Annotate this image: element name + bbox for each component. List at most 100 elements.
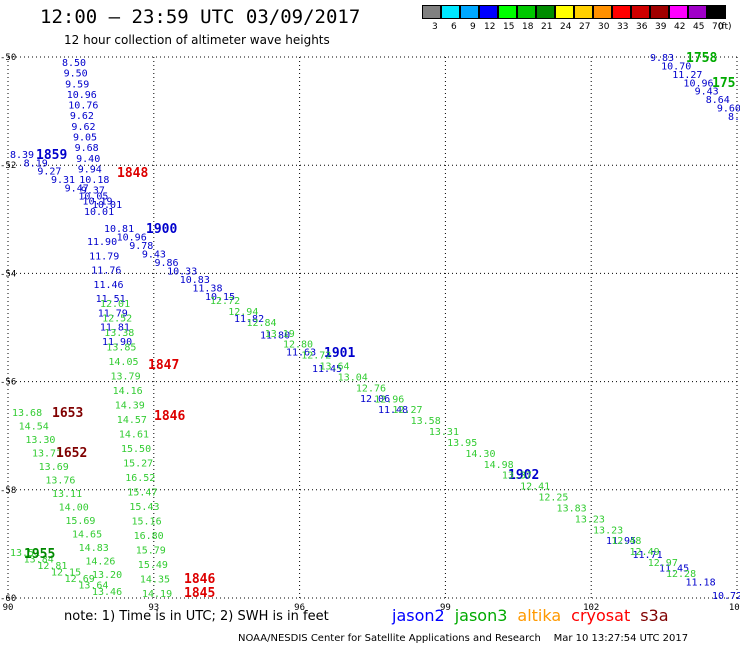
swh-label: 13.64 (78, 581, 108, 592)
swh-label: 13.83 (557, 503, 587, 514)
swh-label: 13.04 (338, 372, 368, 383)
swh-label: 10.15 (205, 292, 235, 303)
legend-label: 33 (617, 22, 629, 32)
swh-label: 10.96 (117, 233, 147, 244)
swh-label: 9.31 (51, 175, 75, 186)
legend-label: 21 (541, 22, 553, 32)
swh-label: 10.01 (84, 207, 114, 218)
swh-label: 9.60 (717, 104, 740, 115)
satellite-key: jason2 jason3 altika cryosat s3a (392, 606, 679, 625)
swh-label: 13.38 (104, 328, 134, 339)
swh-label: 10.70 (661, 61, 691, 72)
legend-label: 15 (503, 22, 515, 32)
swh-label: 13.85 (106, 343, 136, 354)
swh-label: 14.54 (19, 422, 49, 433)
satellite-jason3: jason3 (454, 606, 508, 625)
swh-label: 13.79 (111, 372, 141, 383)
legend-swatch (479, 5, 498, 19)
swh-label: 15.50 (121, 444, 151, 455)
swh-label: 13.30 (25, 435, 55, 446)
legend-swatch (517, 5, 536, 19)
swh-label: 16.80 (134, 531, 164, 542)
swh-label: 11.81 (100, 323, 130, 334)
swh-label: 14.19 (142, 589, 172, 600)
swh-label: 13.84 (24, 555, 54, 566)
swh-label: 11.79 (98, 308, 128, 319)
x-tick-label: 99 (440, 603, 451, 613)
swh-label: 11.95 (606, 536, 636, 547)
track-time-label: 1901 (324, 346, 355, 361)
legend-label: 39 (655, 22, 667, 32)
swh-label: 13.95 (447, 438, 477, 449)
track-time-label: 1955 (24, 547, 55, 562)
swh-label: 15.47 (127, 488, 157, 499)
swh-label: 11.80 (260, 331, 290, 342)
swh-label: 14.16 (113, 386, 143, 397)
track-time-label: 1845 (184, 586, 215, 601)
swh-label: 15.69 (65, 516, 95, 527)
legend-swatch (555, 5, 574, 19)
swh-label: 10.96 (67, 90, 97, 101)
swh-label: 12.94 (228, 307, 258, 318)
swh-label: 14.35 (140, 575, 170, 586)
swh-label: 12.25 (538, 493, 568, 504)
swh-label: 12.52 (102, 314, 132, 325)
swh-label: 9.37 (81, 186, 105, 197)
swh-label: 8.64 (706, 95, 730, 106)
swh-label: 13.68 (12, 408, 42, 419)
swh-label: 13.69 (39, 462, 69, 473)
swh-label: 10.81 (104, 224, 134, 235)
swh-label: 13.23 (575, 514, 605, 525)
satellite-cryosat: cryosat (571, 606, 631, 625)
swh-label: 14.05 (108, 357, 138, 368)
swh-label: 11.71 (633, 550, 663, 561)
legend-swatch (707, 5, 726, 19)
legend-label: 9 (470, 22, 476, 32)
credit-line: NOAA/NESDIS Center for Satellite Applica… (238, 633, 689, 644)
swh-label: 11.82 (234, 314, 264, 325)
swh-label: 14.00 (59, 503, 89, 514)
swh-label: 14.39 (115, 401, 145, 412)
swh-label: 11.45 (312, 364, 342, 375)
swh-label: 11.90 (102, 337, 132, 348)
swh-label: 15.79 (136, 546, 166, 557)
legend-swatch (422, 5, 441, 19)
swh-label: 12.15 (51, 568, 81, 579)
swh-label: 10.05 (78, 192, 108, 203)
swh-label: 12.81 (37, 561, 67, 572)
swh-label: 12.84 (246, 318, 276, 329)
legend-label: 12 (484, 22, 496, 32)
swh-label: 13.58 (411, 416, 441, 427)
map-title: 12:00 – 23:59 UTC 03/09/2017 (40, 6, 361, 28)
legend-label: (ft) (718, 22, 732, 32)
legend-swatch (441, 5, 460, 19)
swh-label: 10.76 (68, 101, 98, 112)
satellite-s3a: s3a (640, 606, 669, 625)
swh-label: 9.27 (37, 167, 61, 178)
swh-label: 11.63 (286, 347, 316, 358)
swh-label: 11.90 (87, 237, 117, 248)
swh-label: 12.72 (210, 296, 240, 307)
swh-label: 11.18 (686, 577, 716, 588)
legend-swatch (631, 5, 650, 19)
swh-label: 12.76 (356, 383, 386, 394)
track-time-label: 1846 (154, 409, 185, 424)
swh-label: 9.94 (78, 164, 102, 175)
swh-label: 13.71 (32, 449, 62, 460)
swh-label: 8.25 (728, 112, 740, 123)
swh-label: 9.05 (73, 133, 97, 144)
x-tick-label: 90 (3, 603, 14, 613)
swh-label: 11.79 (89, 251, 119, 262)
swh-label: 13.46 (92, 587, 122, 598)
y-tick-label: -54 (0, 269, 16, 279)
x-tick-label: 96 (294, 603, 305, 613)
swh-label: 13.51 (10, 548, 40, 559)
y-tick-label: -50 (0, 53, 16, 63)
swh-label: 9.47 (65, 183, 89, 194)
swh-label: 12.27 (392, 405, 422, 416)
track-time-label: 1847 (148, 358, 179, 373)
swh-label: 13.19 (265, 329, 295, 340)
swh-label: 14.30 (465, 449, 495, 460)
swh-label: 10.01 (92, 200, 122, 211)
swh-label: 9.50 (64, 69, 88, 80)
